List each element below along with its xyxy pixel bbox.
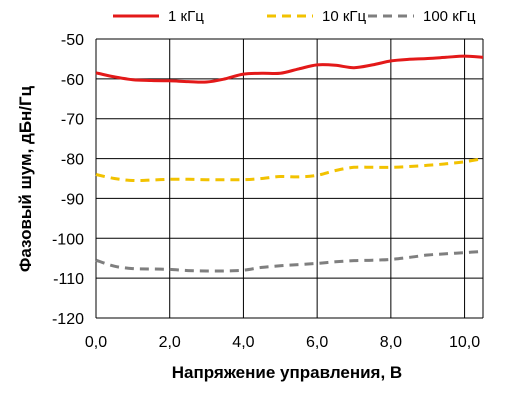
legend: 1 кГц 10 кГц 100 кГц — [113, 8, 476, 25]
y-axis-label: Фазовый шум, дБн/Гц — [16, 85, 35, 272]
x-tick-label: 8,0 — [380, 334, 402, 351]
y-tick-label: -90 — [61, 191, 84, 208]
y-tick-label: -50 — [61, 32, 84, 49]
y-tick-label: -80 — [61, 152, 84, 169]
series-line-1 — [95, 157, 484, 183]
grid-lines — [95, 38, 484, 319]
legend-label-0: 1 кГц — [168, 8, 204, 25]
x-tick-label: 2,0 — [159, 334, 181, 351]
series-line-0 — [95, 54, 484, 84]
x-tick-labels: 0,0 2,0 4,0 6,0 8,0 10,0 — [85, 334, 480, 351]
y-tick-label: -110 — [53, 271, 84, 288]
y-tick-label: -70 — [61, 112, 84, 129]
x-tick-label: 6,0 — [306, 334, 328, 351]
legend-label-1: 10 кГц — [322, 8, 367, 25]
x-tick-label: 10,0 — [449, 334, 480, 351]
y-tick-label: -100 — [52, 231, 84, 248]
legend-label-2: 100 кГц — [423, 8, 476, 25]
y-tick-labels: -50 -60 -70 -80 -90 -100 -110 -120 — [52, 32, 84, 328]
y-tick-label: -120 — [52, 311, 84, 328]
x-tick-label: 4,0 — [232, 334, 254, 351]
series-line-2 — [95, 249, 484, 273]
y-tick-label: -60 — [61, 72, 84, 89]
x-tick-label: 0,0 — [85, 334, 107, 351]
x-axis-label: Напряжение управления, В — [172, 363, 402, 382]
series-lines — [95, 54, 484, 273]
